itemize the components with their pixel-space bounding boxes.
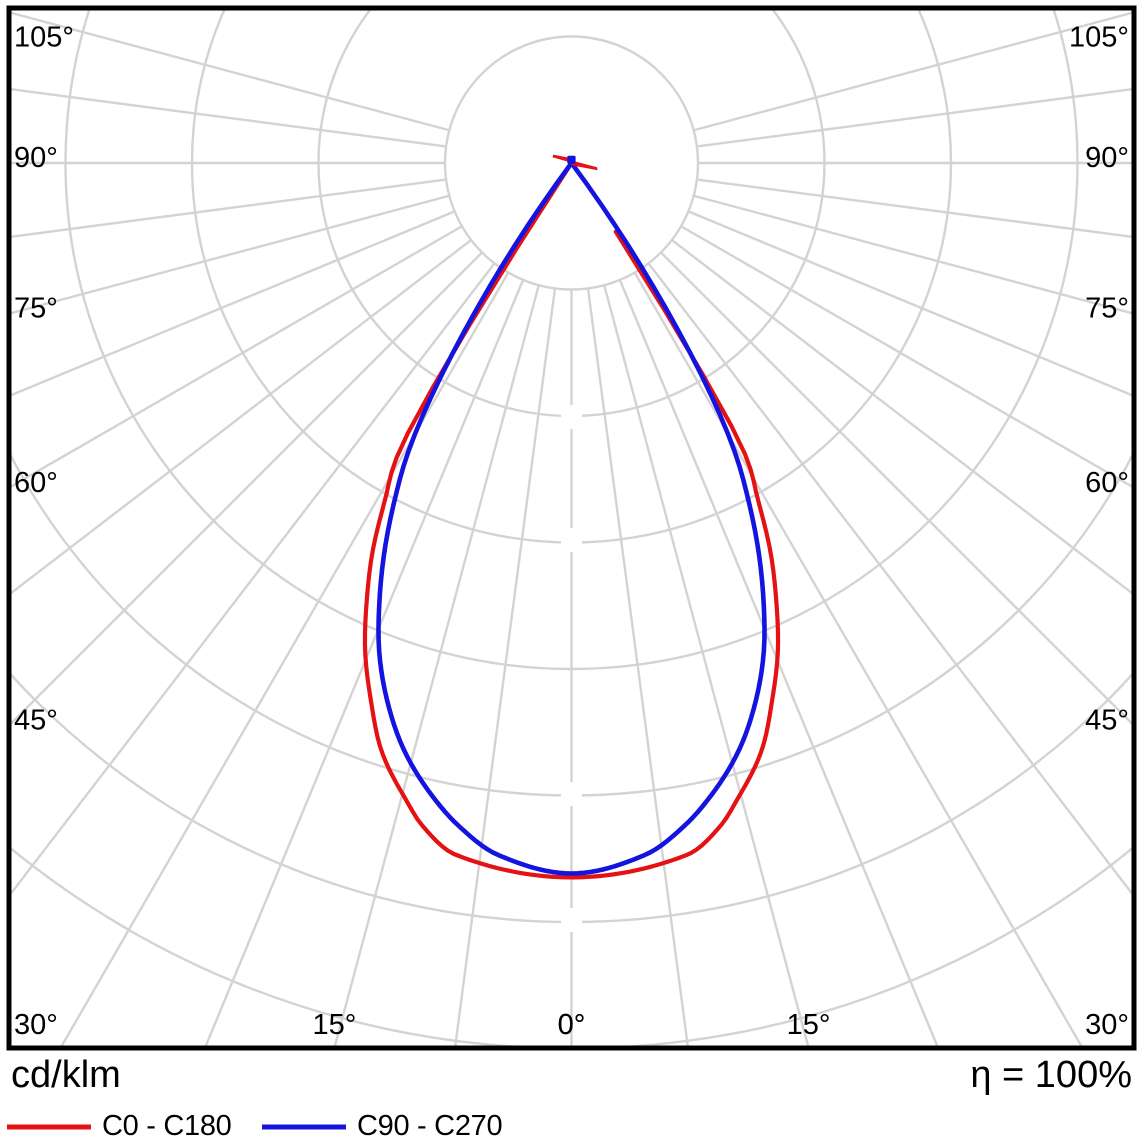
svg-text:60°: 60° xyxy=(14,467,58,499)
svg-text:75°: 75° xyxy=(14,293,58,325)
svg-text:90°: 90° xyxy=(14,142,58,174)
svg-text:45°: 45° xyxy=(14,705,58,737)
svg-text:15°: 15° xyxy=(312,1009,356,1041)
svg-text:90°: 90° xyxy=(1085,142,1129,174)
svg-text:45°: 45° xyxy=(1085,705,1129,737)
svg-text:105°: 105° xyxy=(14,21,74,53)
svg-text:75°: 75° xyxy=(1085,293,1129,325)
svg-text:105°: 105° xyxy=(1069,21,1129,53)
svg-text:30°: 30° xyxy=(1085,1009,1129,1041)
svg-text:60°: 60° xyxy=(1085,467,1129,499)
svg-text:0°: 0° xyxy=(558,1009,586,1041)
svg-text:30°: 30° xyxy=(14,1009,58,1041)
svg-text:15°: 15° xyxy=(787,1009,831,1041)
